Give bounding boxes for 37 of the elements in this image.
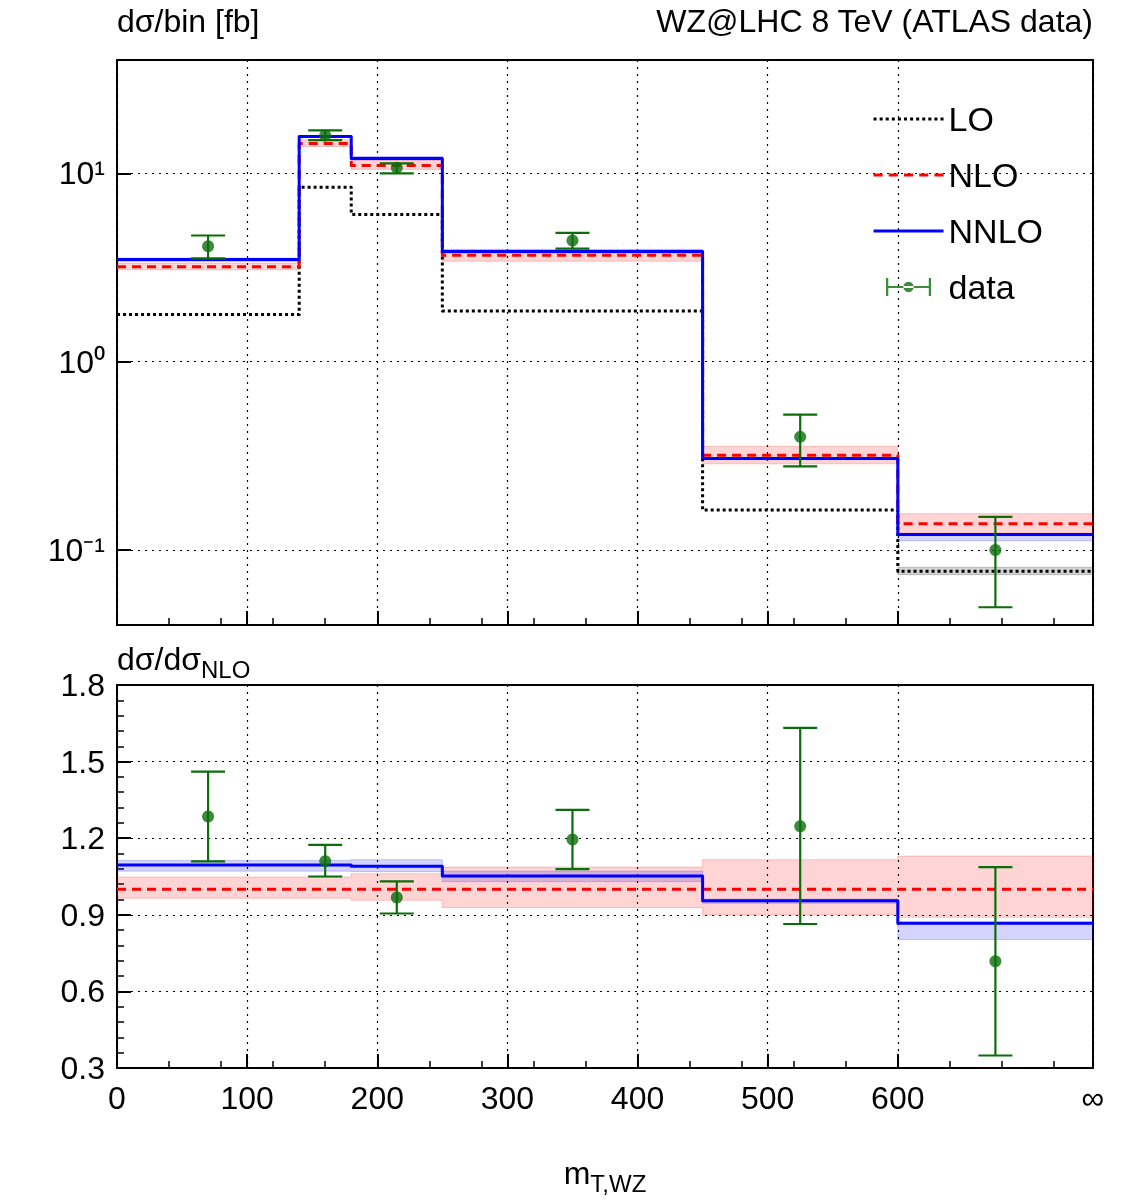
y-axis-title: dσ/dσ$_{NLO}$ (117, 640, 251, 683)
y-tick-label: 1.2 (60, 820, 105, 857)
x-tick-label: 0 (108, 1080, 126, 1116)
point (319, 129, 332, 142)
point (794, 820, 807, 833)
legend-label: data (948, 268, 1015, 306)
y-tick-label: 10¹ (58, 155, 105, 192)
point (989, 544, 1002, 557)
y-tick-label: 1.8 (60, 667, 105, 703)
point (390, 891, 403, 904)
y-tick-label: 10⁻¹ (47, 532, 105, 569)
y-tick-label: 0.3 (60, 1050, 105, 1086)
point (566, 234, 579, 247)
chart-title: WZ@LHC 8 TeV (ATLAS data) (656, 2, 1093, 40)
point (794, 430, 807, 443)
point (202, 240, 215, 253)
x-axis-title: m$_{T,WZ}$ (562, 1154, 648, 1197)
legend-label: NLO (948, 156, 1019, 194)
legend-label: NNLO (948, 212, 1044, 250)
y-axis-title: dσ/bin [fb] (117, 2, 260, 40)
point (566, 833, 579, 846)
x-tick-label: 100 (220, 1080, 274, 1116)
x-tick-label: 600 (871, 1080, 925, 1116)
point (390, 161, 403, 174)
x-tick-label: 200 (350, 1080, 404, 1116)
x-tick-label: ∞ (1081, 1080, 1105, 1116)
legend-label: LO (948, 100, 994, 138)
x-tick-label: 300 (480, 1080, 535, 1116)
x-tick-label: 500 (740, 1080, 795, 1116)
point (319, 855, 332, 868)
y-tick-label: 0.6 (60, 973, 105, 1010)
point (989, 955, 1002, 968)
y-tick-label: 10⁰ (58, 343, 105, 380)
y-tick-label: 0.9 (60, 896, 105, 933)
x-tick-label: 400 (610, 1080, 665, 1116)
point (202, 810, 215, 823)
y-tick-label: 1.5 (60, 743, 105, 780)
